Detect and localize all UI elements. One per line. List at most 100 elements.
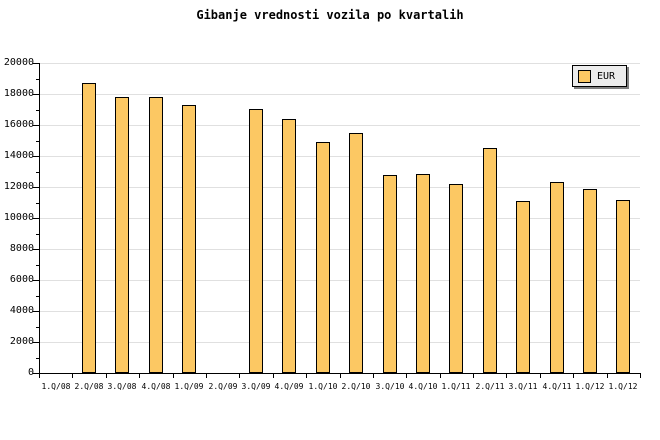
bar	[82, 83, 96, 373]
x-tick-label: 1.Q/11	[441, 382, 471, 391]
y-minor-tick	[36, 203, 39, 204]
x-tick	[607, 374, 608, 378]
x-tick	[273, 374, 274, 378]
x-tick-label: 2.Q/08	[74, 382, 104, 391]
x-tick	[640, 374, 641, 378]
x-tick-label: 1.Q/08	[41, 382, 71, 391]
bar	[483, 148, 497, 373]
x-tick	[473, 374, 474, 378]
y-major-tick	[33, 63, 39, 64]
y-gridline	[39, 125, 640, 126]
y-tick-label: 8000	[9, 243, 34, 254]
y-gridline	[39, 280, 640, 281]
legend-swatch-eur	[578, 69, 591, 83]
y-minor-tick	[36, 234, 39, 235]
y-tick-label: 16000	[3, 119, 34, 130]
x-tick	[306, 374, 307, 378]
x-tick	[239, 374, 240, 378]
y-major-tick	[33, 125, 39, 126]
bar	[316, 142, 330, 373]
bar	[516, 201, 530, 373]
bar	[282, 119, 296, 373]
y-tick-label: 2000	[9, 336, 34, 347]
x-tick-label: 4.Q/09	[274, 382, 304, 391]
y-tick-label: 12000	[3, 181, 34, 192]
y-minor-tick	[36, 172, 39, 173]
legend-label: EUR	[597, 70, 616, 82]
x-tick-label: 4.Q/08	[141, 382, 171, 391]
x-tick	[406, 374, 407, 378]
x-tick	[139, 374, 140, 378]
bar	[149, 97, 163, 373]
x-tick-label: 4.Q/11	[542, 382, 572, 391]
bar	[349, 133, 363, 373]
bar	[550, 182, 564, 373]
x-tick-label: 1.Q/12	[575, 382, 605, 391]
y-major-tick	[33, 187, 39, 188]
bar	[416, 174, 430, 373]
y-tick-label: 14000	[3, 150, 34, 161]
x-tick-label: 1.Q/12	[608, 382, 638, 391]
x-tick-label: 4.Q/10	[408, 382, 438, 391]
y-tick-label: 4000	[9, 305, 34, 316]
x-tick-label: 3.Q/11	[508, 382, 538, 391]
x-tick	[573, 374, 574, 378]
y-gridline	[39, 311, 640, 312]
x-tick	[72, 374, 73, 378]
x-tick	[440, 374, 441, 378]
y-minor-tick	[36, 110, 39, 111]
bar	[616, 200, 630, 373]
y-tick-label: 6000	[9, 274, 34, 285]
x-tick-label: 2.Q/10	[341, 382, 371, 391]
y-gridline	[39, 187, 640, 188]
y-major-tick	[33, 342, 39, 343]
y-major-tick	[33, 280, 39, 281]
x-tick	[540, 374, 541, 378]
x-tick	[373, 374, 374, 378]
y-minor-tick	[36, 79, 39, 80]
y-major-tick	[33, 94, 39, 95]
x-tick-label: 2.Q/11	[475, 382, 505, 391]
y-minor-tick	[36, 296, 39, 297]
x-tick	[173, 374, 174, 378]
chart-title: Gibanje vrednosti vozila po kvartalih	[196, 8, 464, 22]
y-gridline	[39, 218, 640, 219]
y-tick-label: 18000	[3, 88, 34, 99]
x-tick-label: 1.Q/09	[174, 382, 204, 391]
legend: EUR	[572, 65, 627, 87]
bar	[115, 97, 129, 373]
x-tick	[506, 374, 507, 378]
y-minor-tick	[36, 358, 39, 359]
y-axis-line	[39, 63, 40, 373]
y-minor-tick	[36, 141, 39, 142]
y-major-tick	[33, 373, 39, 374]
y-major-tick	[33, 218, 39, 219]
bar	[182, 105, 196, 373]
y-tick-label: 10000	[3, 212, 34, 223]
bar	[449, 184, 463, 373]
y-gridline	[39, 342, 640, 343]
y-major-tick	[33, 311, 39, 312]
bar	[249, 109, 263, 373]
y-tick-label: 20000	[3, 57, 34, 68]
x-tick-label: 1.Q/10	[308, 382, 338, 391]
y-major-tick	[33, 249, 39, 250]
x-tick	[340, 374, 341, 378]
bar	[383, 175, 397, 373]
y-minor-tick	[36, 327, 39, 328]
x-tick-label: 2.Q/09	[208, 382, 238, 391]
x-tick	[106, 374, 107, 378]
y-major-tick	[33, 156, 39, 157]
x-axis-line	[39, 373, 641, 374]
y-gridline	[39, 63, 640, 64]
x-tick-label: 3.Q/08	[107, 382, 137, 391]
y-minor-tick	[36, 265, 39, 266]
y-gridline	[39, 249, 640, 250]
x-tick	[206, 374, 207, 378]
y-gridline	[39, 94, 640, 95]
x-tick	[39, 374, 40, 378]
x-tick-label: 3.Q/10	[375, 382, 405, 391]
y-gridline	[39, 156, 640, 157]
